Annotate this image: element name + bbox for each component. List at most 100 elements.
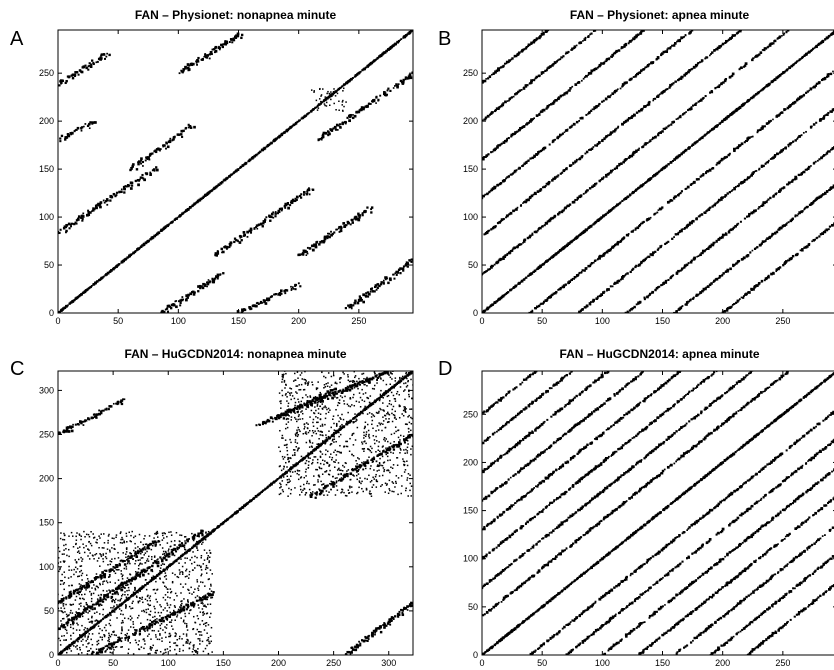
- main-diagonal-point-c: [156, 574, 159, 577]
- diagonal-point-b: [490, 73, 493, 76]
- diagonal-point-b: [594, 182, 597, 186]
- main-diagonal-point-a: [180, 213, 183, 216]
- segment-point-c: [171, 553, 174, 556]
- segment-point-a: [355, 111, 358, 113]
- diagonal-point-b: [786, 30, 790, 32]
- main-diagonal-point-c: [388, 388, 391, 391]
- segment-point-c: [162, 616, 165, 619]
- segment-point-a: [253, 227, 256, 230]
- diagonal-point-b: [641, 107, 644, 110]
- segment-point-a: [222, 272, 225, 275]
- segment-point-a: [232, 37, 235, 40]
- diagonal-point-b: [724, 195, 727, 198]
- segment-point-c: [107, 596, 110, 599]
- diagonal-point-b: [822, 154, 826, 157]
- diagonal-point-b: [654, 250, 657, 253]
- segment-point-a: [228, 246, 231, 249]
- segment-point-c: [138, 632, 142, 636]
- diagonal-point-b: [824, 231, 827, 234]
- diagonal-point-b: [695, 63, 699, 67]
- diagonal-point-b: [717, 277, 720, 279]
- segment-point-c: [146, 569, 149, 572]
- diagonal-point-b: [743, 141, 746, 144]
- diagonal-point-b: [797, 97, 800, 101]
- segment-point-a: [65, 223, 69, 227]
- diagonal-point-b: [729, 37, 732, 40]
- diagonal-point-b: [646, 218, 649, 221]
- diagonal-point-b: [552, 139, 555, 142]
- main-diagonal-point-b: [735, 107, 739, 111]
- segment-point-a: [286, 202, 290, 205]
- diagonal-point-b: [656, 211, 659, 214]
- x-tick-label-a: 200: [291, 316, 306, 326]
- diagonal-point-b: [535, 114, 539, 117]
- block-point-a: [319, 87, 321, 90]
- segment-point-c: [80, 586, 83, 589]
- diagonal-point-b: [488, 229, 491, 232]
- diagonal-point-b: [691, 220, 693, 223]
- diagonal-point-b: [631, 39, 633, 42]
- segment-point-a: [219, 273, 222, 276]
- diagonal-point-b: [496, 145, 499, 149]
- diagonal-point-b: [739, 220, 742, 223]
- diagonal-point-b: [658, 93, 661, 96]
- diagonal-point-b: [663, 127, 667, 131]
- diagonal-point-b: [502, 102, 505, 105]
- segment-point-a: [200, 58, 203, 61]
- main-diagonal-point-a: [332, 91, 336, 95]
- segment-point-c: [106, 648, 109, 651]
- diagonal-point-b: [734, 302, 736, 305]
- diagonal-point-b: [594, 144, 597, 147]
- diagonal-point-b: [725, 39, 728, 43]
- diagonal-point-b: [637, 301, 640, 304]
- diagonal-point-b: [742, 256, 746, 260]
- segment-point-a: [327, 131, 330, 134]
- segment-point-a: [99, 205, 102, 209]
- diagonal-point-b: [776, 114, 779, 117]
- segment-point-c: [326, 484, 329, 487]
- main-diagonal-point-c: [276, 478, 279, 481]
- segment-point-a: [362, 106, 366, 109]
- segment-point-a: [214, 252, 218, 255]
- segment-point-c: [173, 613, 177, 616]
- diagonal-point-b: [585, 75, 588, 78]
- segment-point-c: [111, 593, 114, 596]
- main-diagonal-point-a: [284, 130, 287, 133]
- segment-point-a: [340, 225, 342, 228]
- diagonal-point-b: [700, 213, 704, 216]
- diagonal-point-b: [558, 211, 561, 214]
- segment-point-a: [240, 239, 243, 242]
- segment-point-c: [118, 640, 120, 642]
- diagonal-point-b: [813, 161, 816, 164]
- segment-point-a: [375, 102, 377, 104]
- segment-point-a: [290, 289, 293, 291]
- segment-point-a: [341, 122, 344, 126]
- segment-point-a: [82, 212, 85, 215]
- segment-point-a: [402, 265, 405, 268]
- block-point-a: [328, 92, 331, 95]
- segment-point-a: [145, 157, 148, 160]
- segment-point-a: [340, 227, 343, 230]
- segment-point-c: [94, 578, 96, 581]
- segment-point-a: [214, 49, 218, 53]
- diagonal-point-b: [537, 304, 541, 308]
- segment-point-c: [182, 607, 185, 610]
- segment-point-c: [115, 590, 118, 594]
- diagonal-point-b: [773, 39, 777, 43]
- diagonal-point-b: [663, 281, 665, 284]
- diagonal-point-b: [699, 214, 702, 217]
- segment-point-a: [249, 307, 252, 311]
- diagonal-point-b: [642, 68, 645, 71]
- diagonal-point-b: [605, 175, 608, 178]
- diagonal-point-b: [526, 84, 529, 87]
- segment-point-a: [320, 240, 324, 243]
- segment-point-c: [201, 596, 204, 598]
- diagonal-point-b: [588, 148, 590, 151]
- block-point-a: [320, 95, 322, 97]
- segment-point-a: [357, 212, 360, 216]
- segment-point-a: [404, 264, 408, 267]
- segment-point-c: [349, 385, 353, 389]
- main-diagonal-point-a: [286, 128, 290, 132]
- segment-point-a: [192, 293, 196, 296]
- diagonal-point-b: [537, 152, 540, 155]
